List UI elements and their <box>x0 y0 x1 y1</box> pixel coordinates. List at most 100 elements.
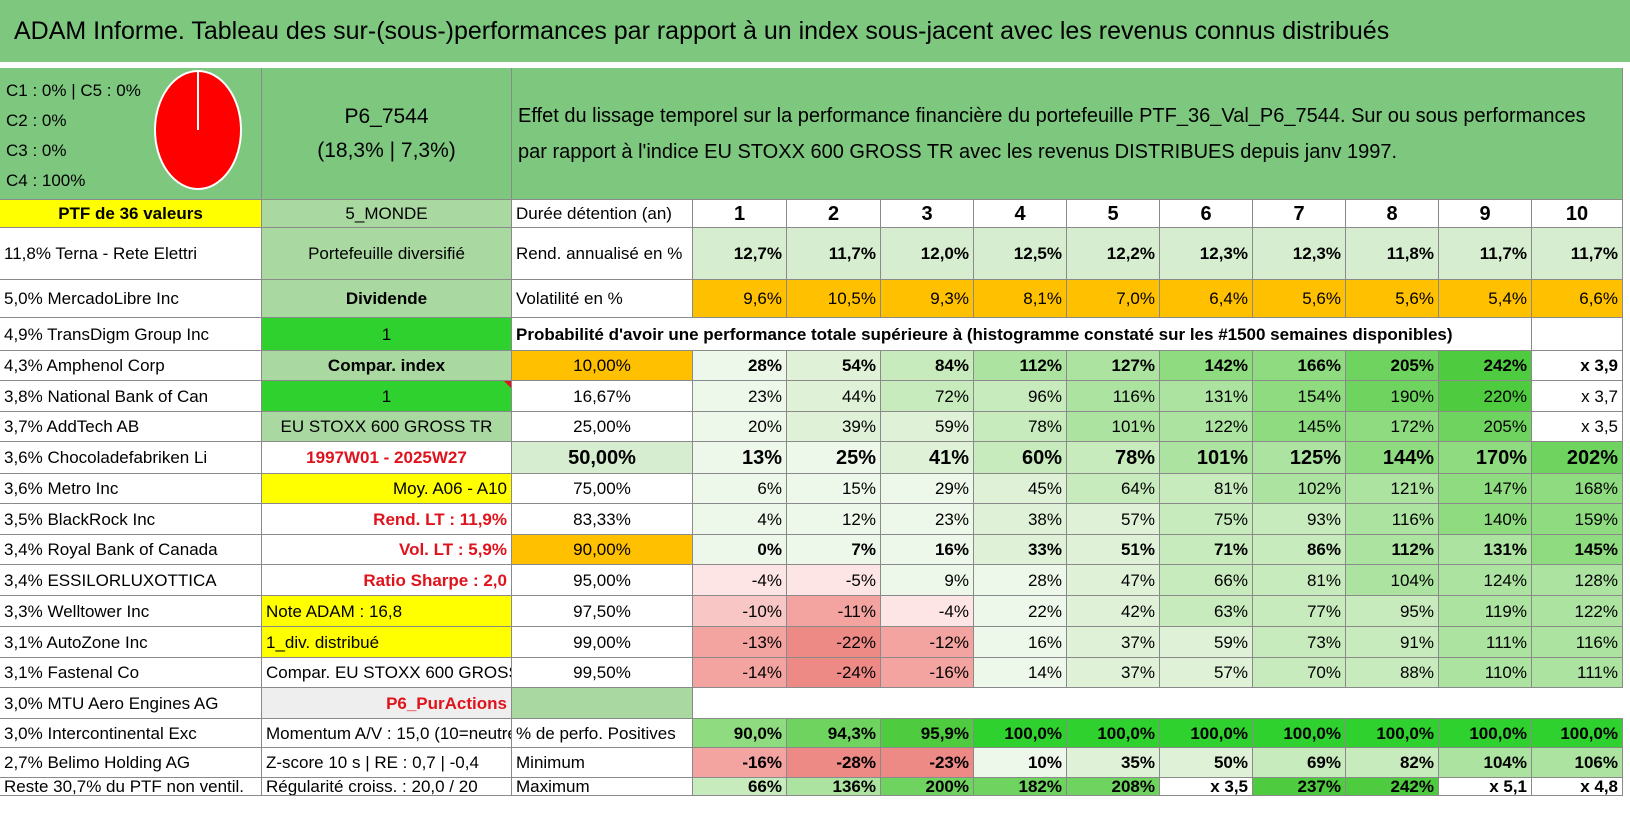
quantile-value: 159% <box>1532 504 1623 535</box>
info-cell: Ratio Sharpe : 2,0 <box>262 565 512 596</box>
rend-value: 11,7% <box>787 228 881 280</box>
quantile-value: 112% <box>974 351 1067 381</box>
positives-value: 94,3% <box>787 719 881 748</box>
quantile-value: 142% <box>1160 351 1253 381</box>
quantile-value: 112% <box>1346 535 1439 565</box>
quantile-value: 128% <box>1532 565 1623 596</box>
quantile-value: 96% <box>974 381 1067 412</box>
quantile-value: -22% <box>787 627 881 658</box>
quantile-value: 33% <box>974 535 1067 565</box>
quantile-value: -4% <box>693 565 787 596</box>
holding-name: 3,0% Intercontinental Exc <box>0 719 262 748</box>
minimum-value: -16% <box>693 748 787 778</box>
positives-value: 100,0% <box>1532 719 1623 748</box>
quantile-value: 125% <box>1253 442 1346 474</box>
row-label: Maximum <box>512 778 693 796</box>
quantile-value: 59% <box>881 412 974 442</box>
page-title: ADAM Informe. Tableau des sur-(sous-)per… <box>0 0 1630 62</box>
row-label: Rend. annualisé en % <box>512 228 693 280</box>
quantile-value: x 3,9 <box>1532 351 1623 381</box>
quantile-value: 64% <box>1067 474 1160 504</box>
positives-value: 100,0% <box>1067 719 1160 748</box>
quantile-value: 144% <box>1346 442 1439 474</box>
rend-value: 12,3% <box>1160 228 1253 280</box>
vol-value: 7,0% <box>1067 280 1160 318</box>
quantile-value: 166% <box>1253 351 1346 381</box>
vol-value: 10,5% <box>787 280 881 318</box>
minimum-value: 106% <box>1532 748 1623 778</box>
quantile-value: 23% <box>881 504 974 535</box>
quantile-value: 57% <box>1160 658 1253 688</box>
rend-value: 12,5% <box>974 228 1067 280</box>
quantile-value: 59% <box>1160 627 1253 658</box>
info-cell: P6_PurActions <box>262 688 512 719</box>
quantile-value: 73% <box>1253 627 1346 658</box>
info-cell: Vol. LT : 5,9% <box>262 535 512 565</box>
maximum-value: x 3,5 <box>1160 778 1253 796</box>
quantile-value: 15% <box>787 474 881 504</box>
holding-name: 3,4% Royal Bank of Canada <box>0 535 262 565</box>
year-header: 4 <box>974 200 1067 228</box>
quantile-value: 7% <box>787 535 881 565</box>
quantile-value: 145% <box>1532 535 1623 565</box>
quantile-value: 57% <box>1067 504 1160 535</box>
quantile-value: 93% <box>1253 504 1346 535</box>
positives-value: 100,0% <box>1439 719 1532 748</box>
holding-name: 3,5% BlackRock Inc <box>0 504 262 535</box>
holding-name: 3,1% Fastenal Co <box>0 658 262 688</box>
quantile-value: 37% <box>1067 658 1160 688</box>
quantile-value: 6% <box>693 474 787 504</box>
positives-value: 90,0% <box>693 719 787 748</box>
quantile-value: 124% <box>1439 565 1532 596</box>
info-cell: 1997W01 - 2025W27 <box>262 442 512 474</box>
allocation-item: C2 : 0% <box>6 111 67 130</box>
quantile-value: 145% <box>1253 412 1346 442</box>
quantile-label: 95,00% <box>512 565 693 596</box>
quantile-value: 23% <box>693 381 787 412</box>
ptf-label: PTF de 36 valeurs <box>0 200 262 228</box>
holding-name: 2,7% Belimo Holding AG <box>0 748 262 778</box>
quantile-value: 147% <box>1439 474 1532 504</box>
quantile-value: 78% <box>974 412 1067 442</box>
quantile-value: 28% <box>974 565 1067 596</box>
quantile-value: 71% <box>1160 535 1253 565</box>
quantile-value: 84% <box>881 351 974 381</box>
quantile-value: 51% <box>1067 535 1160 565</box>
quantile-value: -5% <box>787 565 881 596</box>
holding-name: 5,0% MercadoLibre Inc <box>0 280 262 318</box>
quantile-value: 38% <box>974 504 1067 535</box>
rend-value: 11,7% <box>1532 228 1623 280</box>
quantile-label: 25,00% <box>512 412 693 442</box>
empty-cell <box>512 688 693 719</box>
quantile-label: 90,00% <box>512 535 693 565</box>
maximum-value: 200% <box>881 778 974 796</box>
quantile-value: 154% <box>1253 381 1346 412</box>
info-cell: 1_div. distribué <box>262 627 512 658</box>
quantile-label: 75,00% <box>512 474 693 504</box>
quantile-value: 170% <box>1439 442 1532 474</box>
holding-name: 11,8% Terna - Rete Elettri <box>0 228 262 280</box>
quantile-value: 12% <box>787 504 881 535</box>
quantile-label: 50,00% <box>512 442 693 474</box>
info-cell: Z-score 10 s | RE : 0,7 | -0,4 <box>262 748 512 778</box>
info-cell: Momentum A/V : 15,0 (10=neutre) <box>262 719 512 748</box>
quantile-value: 42% <box>1067 596 1160 627</box>
quantile-value: 66% <box>1160 565 1253 596</box>
quantile-value: 205% <box>1346 351 1439 381</box>
quantile-value: -4% <box>881 596 974 627</box>
quantile-value: 172% <box>1346 412 1439 442</box>
quantile-value: 111% <box>1532 658 1623 688</box>
quantile-value: 60% <box>974 442 1067 474</box>
quantile-value: 140% <box>1439 504 1532 535</box>
quantile-value: 81% <box>1160 474 1253 504</box>
quantile-value: 88% <box>1346 658 1439 688</box>
quantile-value: 102% <box>1253 474 1346 504</box>
rend-value: 12,2% <box>1067 228 1160 280</box>
minimum-value: 69% <box>1253 748 1346 778</box>
year-header: 7 <box>1253 200 1346 228</box>
vol-value: 6,4% <box>1160 280 1253 318</box>
allocation-item: C4 : 100% <box>6 171 86 190</box>
quantile-value: 131% <box>1439 535 1532 565</box>
quantile-value: 9% <box>881 565 974 596</box>
year-header: 8 <box>1346 200 1439 228</box>
